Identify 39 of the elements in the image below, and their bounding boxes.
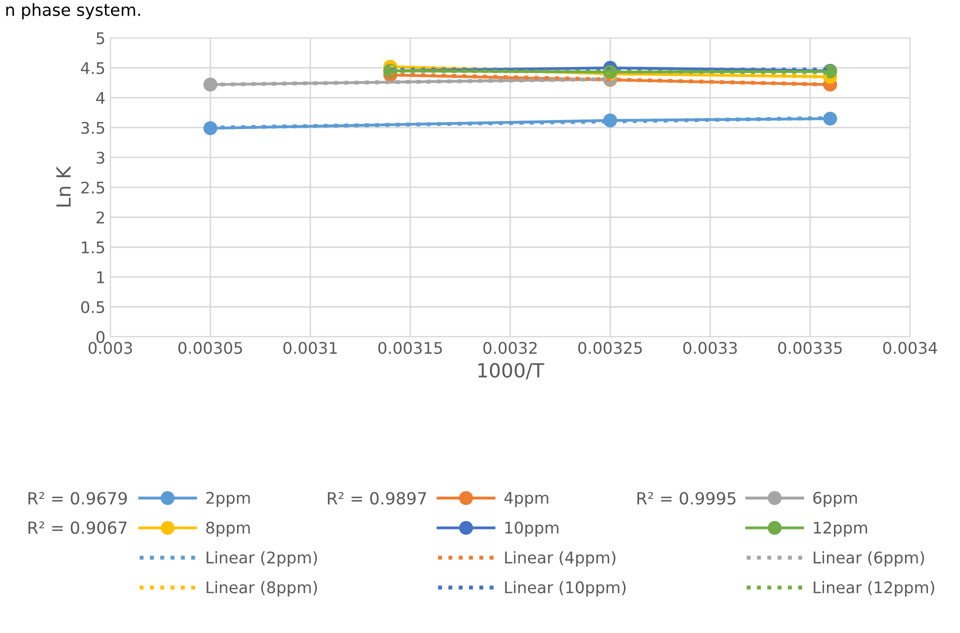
text: R² = 0.9679 <box>28 492 127 505</box>
x-tick-label: 0.00305 <box>178 342 242 354</box>
x-tick-label: 0.0032 <box>483 342 537 354</box>
x-axis-title: 1000/T <box>478 362 544 380</box>
y-tick-label: 3 <box>96 152 104 164</box>
legend-label: Linear (8ppm) <box>206 581 317 596</box>
y-tick-label: 1.5 <box>82 242 104 254</box>
legend-label: Linear (6ppm) <box>814 551 924 567</box>
text: R² = 0.9995 <box>637 492 736 505</box>
x-tick-label: 0.00315 <box>378 342 442 354</box>
x-tick-label: 0.0033 <box>683 342 737 354</box>
legend-label: 6ppm <box>813 492 857 507</box>
legend-label: 8ppm <box>206 522 250 537</box>
x-tick-label: 0.0031 <box>283 342 337 354</box>
y-tick-label: 5 <box>96 32 104 44</box>
x-tick-label: 0.00325 <box>578 342 642 354</box>
x-tick-label: 0.003 <box>88 342 132 354</box>
legend-label: Linear (4ppm) <box>505 551 616 567</box>
x-tick-label: 0.0034 <box>883 342 938 354</box>
y-axis-title: Ln K <box>56 166 71 207</box>
legend-label: Linear (12ppm) <box>814 581 934 596</box>
legend-label: 10ppm <box>505 522 558 537</box>
y-tick-label: 1 <box>97 271 104 284</box>
legend-label: 4ppm <box>504 492 548 507</box>
y-tick-label: 4.5 <box>80 62 104 74</box>
legend-label: 12ppm <box>814 522 868 537</box>
legend-label: Linear (10ppm) <box>505 581 626 596</box>
text: n phase system. <box>6 3 140 20</box>
legend-label: 2ppm <box>206 492 250 507</box>
legend-label: Linear (2ppm) <box>206 551 317 567</box>
y-tick-label: 0.5 <box>81 301 104 314</box>
y-tick-label: 4 <box>96 92 105 104</box>
y-tick-label: 0 <box>96 330 104 344</box>
text: R² = 0.9897 <box>328 492 426 505</box>
y-tick-label: 2.5 <box>81 182 104 194</box>
x-tick-label: 0.00335 <box>778 342 842 354</box>
y-tick-label: 3.5 <box>81 122 104 134</box>
text: R² = 0.9067 <box>28 521 127 534</box>
y-tick-label: 2 <box>96 211 104 224</box>
